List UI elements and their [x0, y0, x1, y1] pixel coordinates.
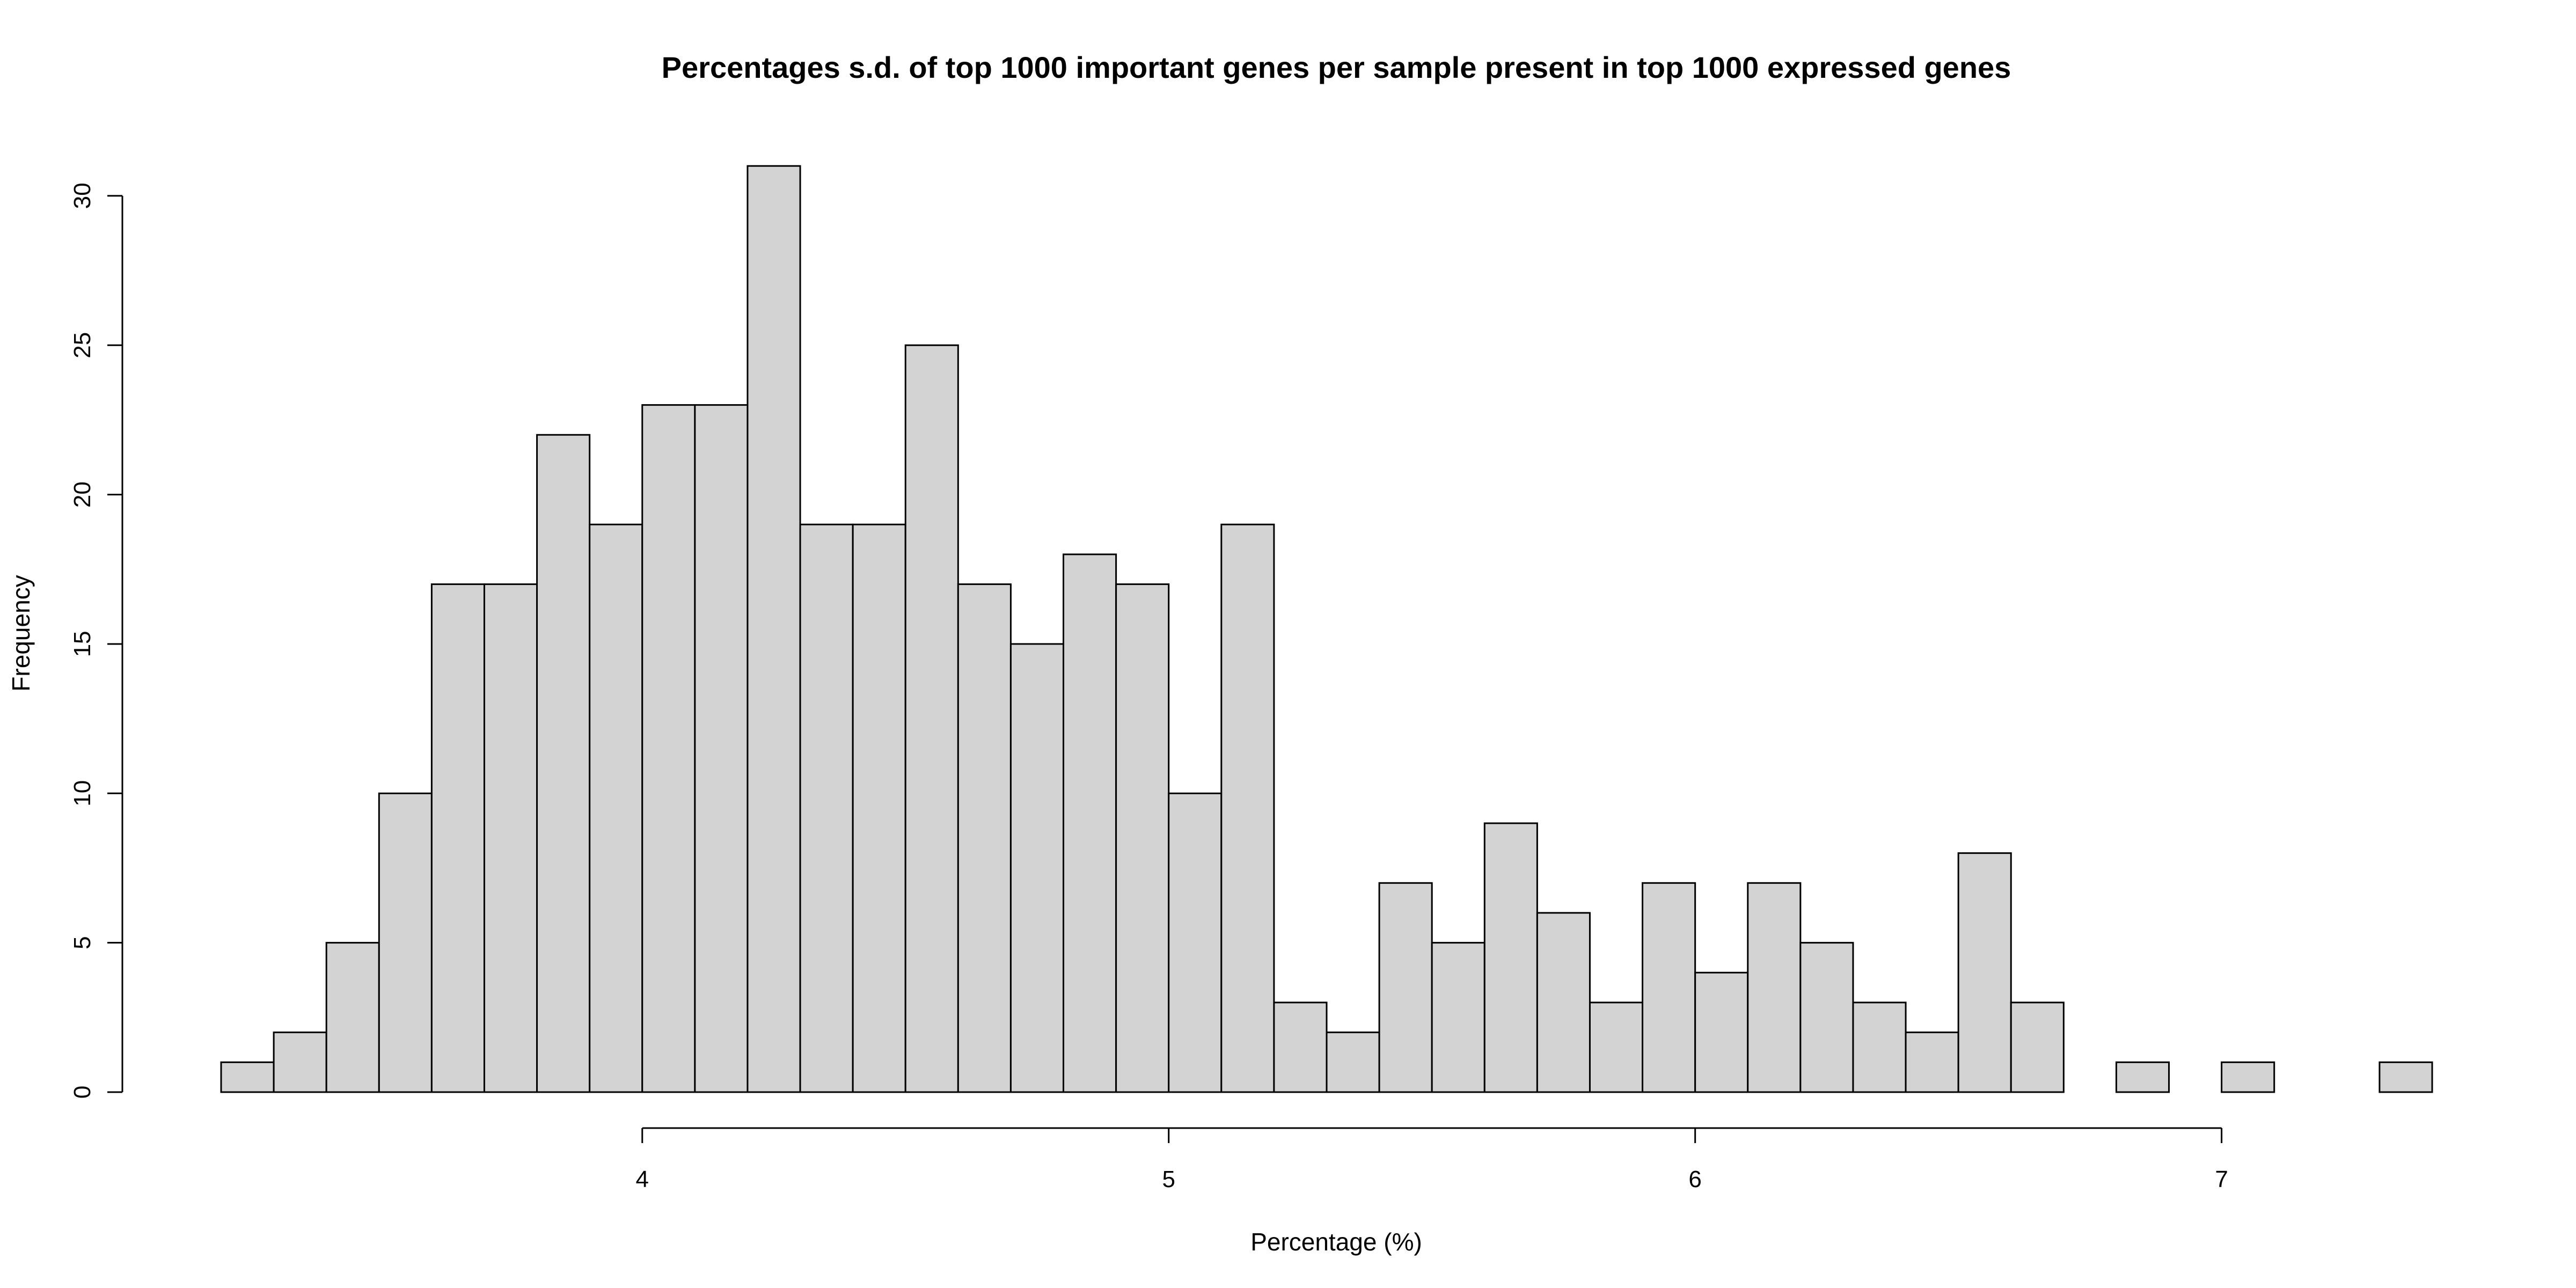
histogram-bar [1536, 912, 1591, 1093]
y-tick-label: 5 [69, 936, 96, 949]
histogram-bar [430, 583, 485, 1093]
histogram-bar [483, 583, 538, 1093]
histogram-bar [1009, 643, 1065, 1093]
histogram-bar [852, 523, 906, 1093]
histogram-bar [2379, 1061, 2433, 1093]
histogram-bars [220, 165, 2433, 1093]
histogram-bar [1378, 882, 1433, 1093]
y-tick-label: 25 [69, 332, 96, 358]
histogram-bar [1168, 792, 1223, 1093]
histogram-bar [220, 1061, 275, 1093]
y-tick-label: 30 [69, 182, 96, 209]
x-axis: 4 5 6 7 [636, 1127, 2228, 1192]
histogram-bar [1747, 882, 1802, 1093]
histogram-bar [957, 583, 1012, 1093]
y-tick-label: 10 [69, 780, 96, 807]
histogram-bar [1905, 1031, 1959, 1093]
histogram-bar [589, 523, 643, 1093]
histogram-bar [325, 942, 380, 1093]
histogram-bar [1957, 852, 2012, 1093]
histogram-bar [1063, 553, 1117, 1093]
histogram-bar [1483, 822, 1538, 1093]
x-tick-label: 4 [636, 1166, 649, 1192]
histogram-bar [1273, 1001, 1328, 1093]
histogram-bar [1694, 971, 1749, 1093]
y-tick-label: 15 [69, 631, 96, 657]
histogram-bar [2115, 1061, 2170, 1093]
y-axis: 0 5 10 15 20 25 30 [69, 182, 123, 1099]
histogram-bar [1642, 882, 1696, 1093]
histogram-bar [904, 344, 959, 1093]
y-tick-label: 0 [69, 1086, 96, 1099]
histogram-bar [378, 792, 433, 1093]
histogram-bar [747, 165, 801, 1093]
histogram-bar [1589, 1001, 1644, 1093]
histogram-bar [1431, 942, 1485, 1093]
histogram-bar [799, 523, 854, 1093]
histogram-bar [2010, 1001, 2065, 1093]
chart-title: Percentages s.d. of top 1000 important g… [662, 50, 2011, 84]
histogram-bar [641, 404, 696, 1093]
histogram-bar [273, 1031, 327, 1093]
histogram-bar [694, 404, 749, 1093]
x-axis-label: Percentage (%) [1250, 1228, 1422, 1256]
histogram-bar [536, 434, 591, 1093]
x-tick-label: 5 [1162, 1166, 1175, 1192]
histogram-bar [1115, 583, 1170, 1093]
y-axis-label: Frequency [7, 575, 35, 691]
histogram-bar [1326, 1031, 1380, 1093]
histogram-bar [1852, 1001, 1907, 1093]
x-tick-label: 6 [1688, 1166, 1701, 1192]
histogram-bar [1220, 523, 1275, 1093]
y-tick-label: 20 [69, 481, 96, 508]
histogram-bar [1799, 942, 1854, 1093]
x-tick-label: 7 [2215, 1166, 2228, 1192]
histogram-bar [2221, 1061, 2275, 1093]
